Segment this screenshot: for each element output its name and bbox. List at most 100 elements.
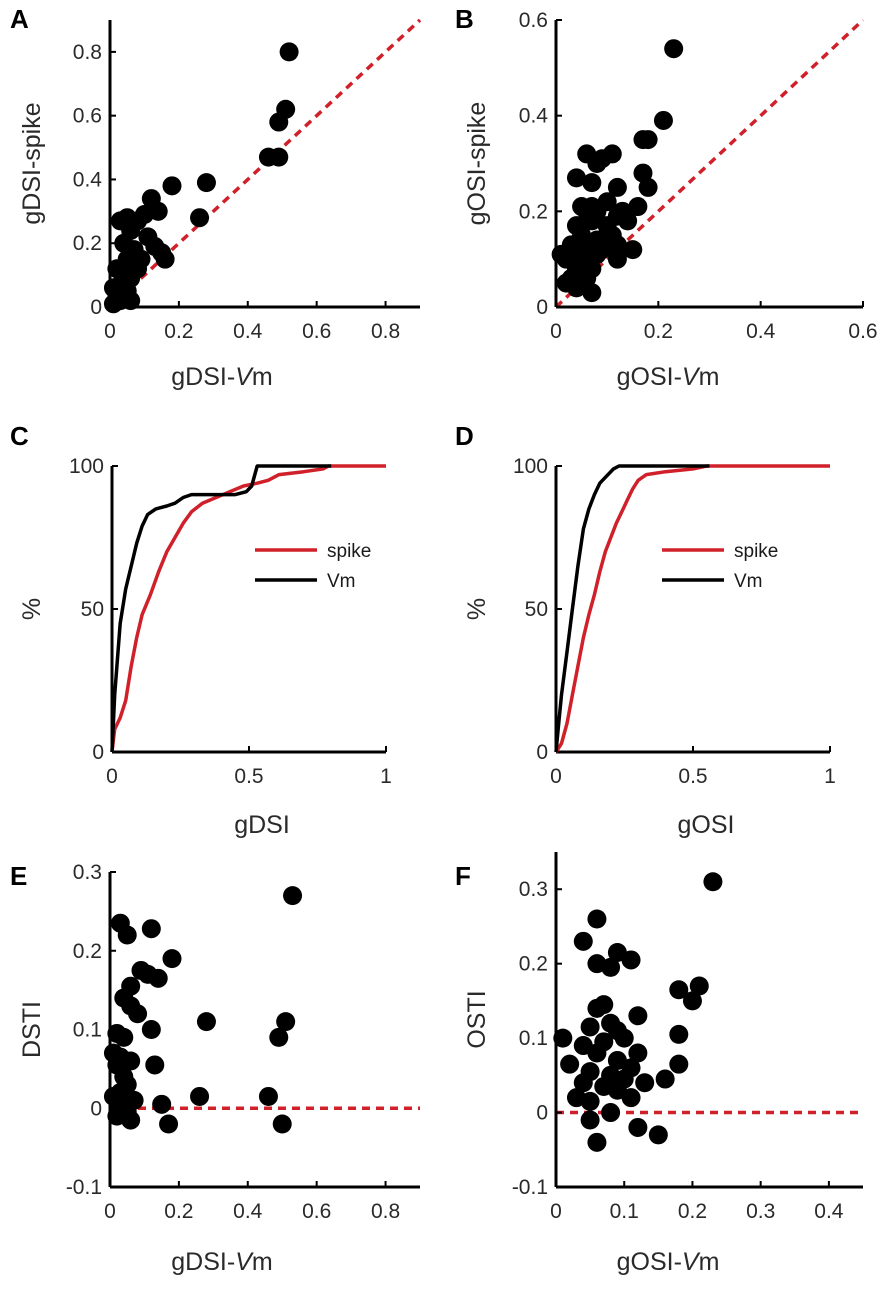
data-point — [628, 197, 648, 217]
y-tick-label: 100 — [69, 455, 104, 478]
data-point — [653, 110, 673, 130]
data-point — [560, 1054, 580, 1074]
data-point — [190, 1086, 210, 1106]
x-tick-label: 0.8 — [371, 1200, 400, 1223]
y-tick-label: 0.2 — [519, 953, 548, 976]
x-tick-label: 0.4 — [814, 1200, 844, 1223]
panel-letter: F — [455, 861, 471, 891]
y-tick-label: 0 — [536, 1102, 548, 1125]
y-tick-label: 0 — [90, 1097, 102, 1120]
data-point — [279, 42, 299, 62]
panel-d: D 0 0.5 1 0 50 100 gOSI% spike Vm — [455, 421, 836, 839]
y-tick-label: 0.4 — [519, 105, 549, 128]
data-point — [121, 1110, 141, 1130]
y-tick-label: 0.3 — [73, 861, 102, 884]
x-tick-label: 0.2 — [164, 1200, 193, 1223]
x-tick-label: 0 — [550, 320, 562, 343]
x-label-main: gOSI- — [617, 1248, 682, 1276]
x-tick-label: 1 — [824, 765, 836, 788]
data-point — [633, 130, 653, 150]
legend-label-vm: Vm — [327, 571, 356, 592]
series-line-vm — [110, 464, 332, 753]
y-axis-label: gDSI-spike — [18, 102, 46, 224]
x-label-tail: m — [699, 1248, 720, 1276]
y-axis-label: OSTI — [463, 990, 491, 1048]
data-point — [128, 1004, 148, 1024]
data-point — [618, 211, 638, 231]
x-tick-label: 0 — [104, 320, 116, 343]
y-axis-label: gOSI-spike — [463, 102, 491, 226]
data-point — [628, 1117, 648, 1137]
y-tick-label: 0.1 — [519, 1027, 548, 1050]
x-tick-label: 0.6 — [302, 320, 331, 343]
data-point — [601, 957, 621, 977]
data-point — [635, 1073, 655, 1093]
data-point — [566, 168, 586, 188]
data-point — [573, 931, 593, 951]
reference-line — [554, 18, 865, 309]
x-label-italic: V — [682, 1248, 701, 1276]
panel-a: A 0 0.2 0.4 0.6 0.8 0 0.2 0.4 0.6 0.8 gDSI-Vm gDSI-s… — [10, 4, 422, 391]
data-point — [190, 208, 210, 228]
y-tick-label: 100 — [513, 455, 548, 478]
x-tick-label: 0 — [550, 1200, 562, 1223]
data-point — [272, 1114, 292, 1134]
x-label-tail: m — [252, 1248, 273, 1276]
x-tick-label: 0.4 — [233, 320, 263, 343]
data-point — [276, 1012, 296, 1032]
data-point — [597, 192, 617, 212]
data-point — [607, 177, 627, 197]
data-point — [117, 925, 137, 945]
y-tick-label: 0.2 — [73, 940, 102, 963]
data-point — [114, 1027, 134, 1047]
data-point — [633, 163, 653, 183]
x-label-main: gDSI — [234, 811, 290, 839]
x-tick-label: 0.6 — [302, 1200, 331, 1223]
data-point — [196, 173, 216, 193]
panel-letter: C — [10, 421, 29, 451]
y-tick-label: -0.1 — [512, 1176, 548, 1199]
data-point — [621, 950, 641, 970]
series-line-spike — [110, 464, 386, 753]
x-label-italic: V — [235, 1248, 254, 1276]
data-point — [152, 1094, 172, 1114]
data-point — [269, 112, 289, 132]
data-point — [159, 1114, 179, 1134]
data-point — [141, 1020, 161, 1039]
x-label-tail: m — [252, 363, 273, 391]
data-point — [638, 177, 658, 197]
data-point — [269, 1027, 289, 1047]
x-label-main: gOSI- — [617, 363, 682, 391]
y-tick-label: 0.1 — [73, 1019, 102, 1042]
panel-letter: A — [10, 4, 29, 34]
series-line-spike — [554, 464, 830, 753]
x-label-tail: m — [699, 363, 720, 391]
data-point — [669, 980, 689, 1000]
data-point — [587, 1132, 607, 1152]
x-label-main: gOSI — [678, 811, 735, 839]
data-point — [607, 249, 627, 269]
data-point — [587, 1043, 607, 1063]
data-point — [664, 39, 684, 59]
data-point — [283, 886, 303, 906]
x-axis-label: gDSI — [234, 811, 290, 839]
data-point — [582, 283, 602, 303]
y-tick-label: 0 — [90, 296, 102, 319]
data-point — [580, 1017, 600, 1037]
x-axis-label: gOSI-Vm — [617, 1248, 720, 1276]
panel-c: C 0 0.5 1 0 50 100 gDSI% spike Vm — [10, 421, 392, 839]
data-point — [587, 998, 607, 1018]
x-tick-label: 0.1 — [610, 1200, 639, 1223]
y-axis-label: % — [463, 598, 491, 620]
x-tick-label: 0.8 — [371, 320, 400, 343]
x-tick-label: 0 — [550, 765, 562, 788]
legend: spike Vm — [662, 541, 778, 592]
y-tick-label: 0 — [536, 741, 548, 764]
data-point — [601, 1103, 621, 1123]
x-tick-label: 0.5 — [234, 765, 263, 788]
y-axis-label: DSTI — [18, 1001, 46, 1058]
y-tick-label: 0 — [92, 741, 104, 764]
panel-letter: E — [10, 861, 27, 891]
